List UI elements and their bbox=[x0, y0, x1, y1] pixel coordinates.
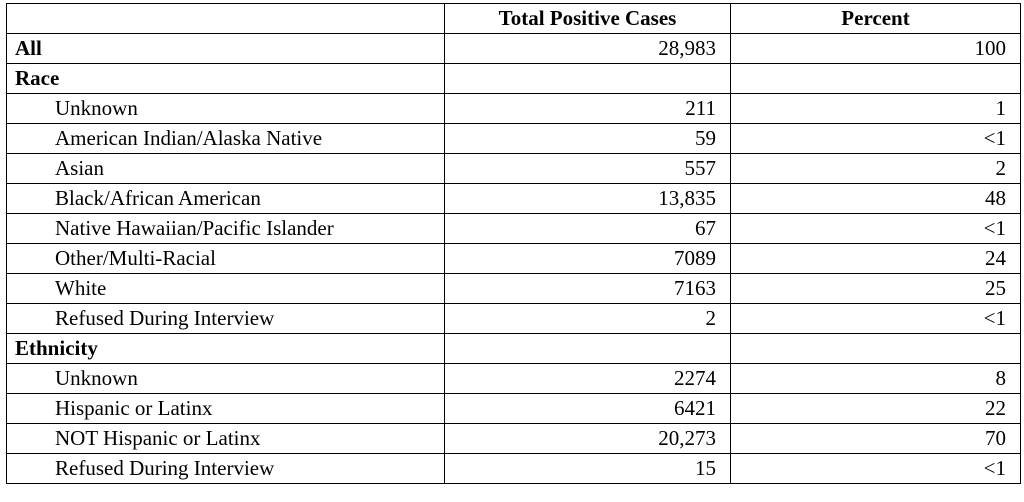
table-row: NOT Hispanic or Latinx 20,273 70 bbox=[6, 423, 1021, 454]
cases-cell: 15 bbox=[444, 453, 731, 484]
row-label: NOT Hispanic or Latinx bbox=[6, 423, 445, 454]
table-row: Refused During Interview 15 <1 bbox=[6, 453, 1021, 484]
percent-cell: 100 bbox=[730, 33, 1021, 64]
cases-cell bbox=[444, 63, 731, 94]
header-cell: Total Positive Cases bbox=[444, 3, 731, 34]
cases-cell: 67 bbox=[444, 213, 731, 244]
percent-cell: 2 bbox=[730, 153, 1021, 184]
table-row: All 28,983 100 bbox=[6, 33, 1021, 64]
table-row: White 7163 25 bbox=[6, 273, 1021, 304]
row-label: Native Hawaiian/Pacific Islander bbox=[6, 213, 445, 244]
table-row: Hispanic or Latinx 6421 22 bbox=[6, 393, 1021, 424]
percent-cell: 24 bbox=[730, 243, 1021, 274]
percent-cell: <1 bbox=[730, 123, 1021, 154]
percent-cell: 70 bbox=[730, 423, 1021, 454]
cases-cell: 59 bbox=[444, 123, 731, 154]
header-cell-empty bbox=[6, 3, 445, 34]
table-row: Race bbox=[6, 63, 1021, 94]
row-label: Race bbox=[6, 63, 445, 94]
percent-cell: <1 bbox=[730, 213, 1021, 244]
table-row: Native Hawaiian/Pacific Islander 67 <1 bbox=[6, 213, 1021, 244]
cases-cell: 20,273 bbox=[444, 423, 731, 454]
table-body: All 28,983 100 Race Unknown 211 1 American Indi… bbox=[6, 33, 1021, 484]
cases-cell: 7163 bbox=[444, 273, 731, 304]
percent-cell: <1 bbox=[730, 303, 1021, 334]
header-cell: Percent bbox=[730, 3, 1021, 34]
percent-cell: 48 bbox=[730, 183, 1021, 214]
percent-cell bbox=[730, 333, 1021, 364]
table-row: Black/African American 13,835 48 bbox=[6, 183, 1021, 214]
row-label: American Indian/Alaska Native bbox=[6, 123, 445, 154]
percent-cell: 22 bbox=[730, 393, 1021, 424]
cases-cell bbox=[444, 333, 731, 364]
table-row: Ethnicity bbox=[6, 333, 1021, 364]
cases-cell: 13,835 bbox=[444, 183, 731, 214]
cases-cell: 6421 bbox=[444, 393, 731, 424]
table-row: Refused During Interview 2 <1 bbox=[6, 303, 1021, 334]
percent-cell: 1 bbox=[730, 93, 1021, 124]
percent-cell: <1 bbox=[730, 453, 1021, 484]
row-label: White bbox=[6, 273, 445, 304]
table-row: Other/Multi-Racial 7089 24 bbox=[6, 243, 1021, 274]
table-row: Asian 557 2 bbox=[6, 153, 1021, 184]
row-label: Ethnicity bbox=[6, 333, 445, 364]
percent-cell bbox=[730, 63, 1021, 94]
row-label: Asian bbox=[6, 153, 445, 184]
percent-cell: 8 bbox=[730, 363, 1021, 394]
cases-cell: 28,983 bbox=[444, 33, 731, 64]
cases-cell: 2 bbox=[444, 303, 731, 334]
table-row: Unknown 211 1 bbox=[6, 93, 1021, 124]
row-label: Refused During Interview bbox=[6, 303, 445, 334]
data-table: Total Positive Cases Percent All 28,983 10… bbox=[6, 3, 1021, 484]
cases-cell: 557 bbox=[444, 153, 731, 184]
row-label: Black/African American bbox=[6, 183, 445, 214]
row-label: All bbox=[6, 33, 445, 64]
row-label: Unknown bbox=[6, 363, 445, 394]
table-row: American Indian/Alaska Native 59 <1 bbox=[6, 123, 1021, 154]
row-label: Other/Multi-Racial bbox=[6, 243, 445, 274]
percent-cell: 25 bbox=[730, 273, 1021, 304]
row-label: Unknown bbox=[6, 93, 445, 124]
cases-cell: 211 bbox=[444, 93, 731, 124]
cases-cell: 2274 bbox=[444, 363, 731, 394]
cases-cell: 7089 bbox=[444, 243, 731, 274]
header-row: Total Positive Cases Percent bbox=[6, 3, 1021, 34]
row-label: Hispanic or Latinx bbox=[6, 393, 445, 424]
row-label: Refused During Interview bbox=[6, 453, 445, 484]
table-row: Unknown 2274 8 bbox=[6, 363, 1021, 394]
